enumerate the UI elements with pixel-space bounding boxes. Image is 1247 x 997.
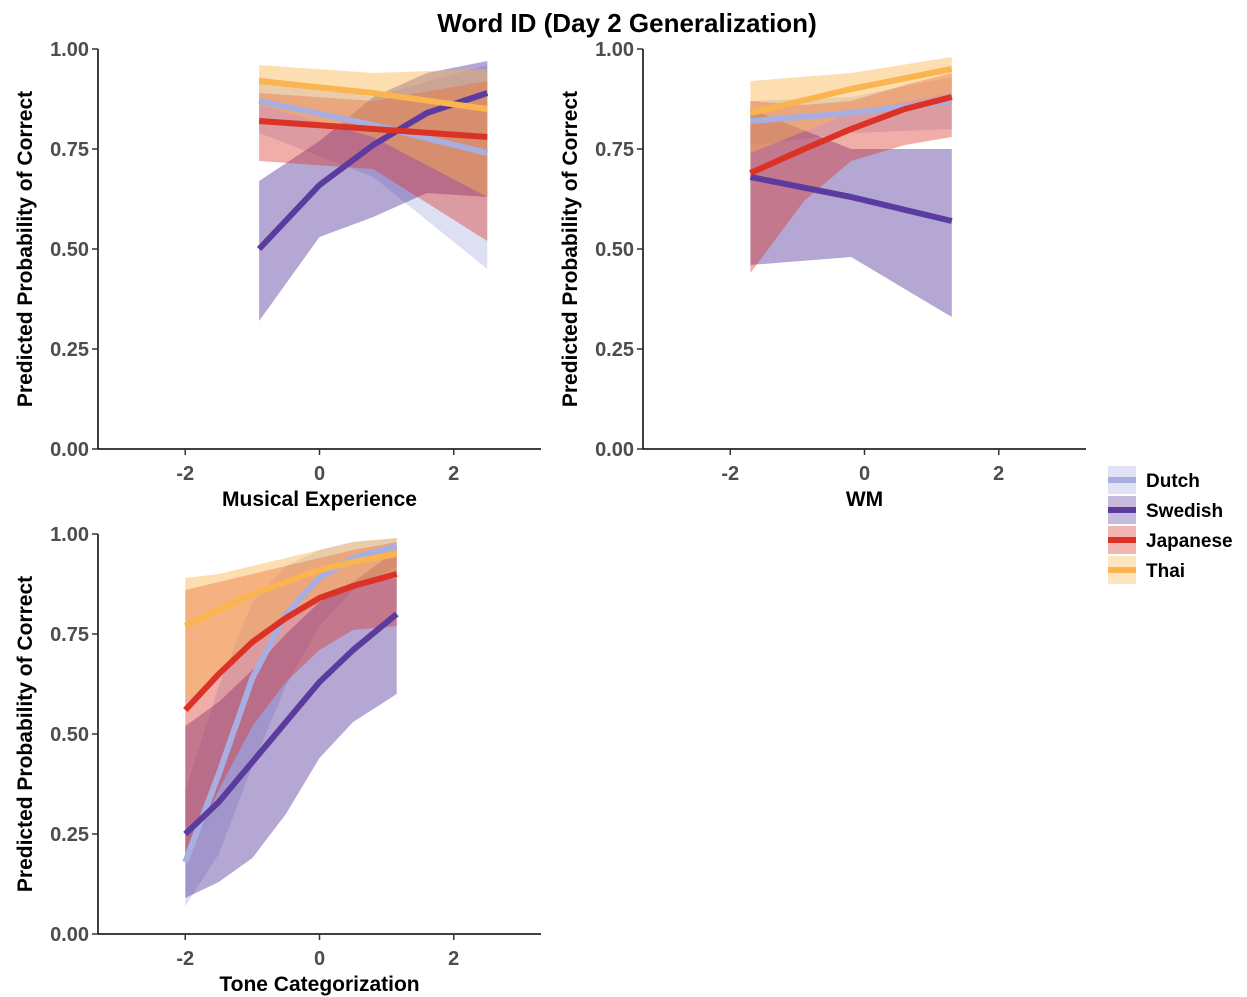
y-tick-label: 0.50 <box>595 239 634 261</box>
y-axis-title: Predicted Probability of Correct <box>14 576 37 892</box>
legend-item-swedish: Swedish <box>1108 496 1223 524</box>
y-tick-label: 0.75 <box>595 139 634 161</box>
ci-ribbon-japanese <box>750 73 952 273</box>
x-tick-label: -2 <box>176 948 194 970</box>
legend-label: Japanese <box>1146 531 1233 552</box>
legend: Dutch Swedish Japanese Thai <box>1108 466 1233 584</box>
y-tick-label: 1.00 <box>50 524 89 546</box>
y-tick-label: 0.25 <box>50 824 89 846</box>
series-line-thai <box>749 66 953 116</box>
y-axis-title: Predicted Probability of Correct <box>559 91 582 407</box>
panel-wm: 0.00 0.25 0.50 0.75 1.00 -2 0 2 WM Predicted Prob… <box>559 39 1086 511</box>
ci-ribbon-swedish <box>750 109 952 317</box>
series-line-swedish <box>749 174 953 224</box>
y-tick-label: 0.75 <box>50 139 89 161</box>
y-tick-label: 1.00 <box>595 39 634 61</box>
x-tick-label: 0 <box>314 463 325 485</box>
x-axis-title: Musical Experience <box>222 488 417 511</box>
x-tick-label: 2 <box>993 463 1004 485</box>
series-line-japanese <box>258 118 488 140</box>
legend-label: Swedish <box>1146 501 1223 522</box>
ci-ribbon-swedish <box>185 550 397 898</box>
y-tick-label: 0.75 <box>50 624 89 646</box>
x-tick-label: 2 <box>448 948 459 970</box>
legend-label: Thai <box>1146 561 1185 582</box>
panel-musical-experience: 0.00 0.25 0.50 0.75 1.00 -2 0 2 Musical Experien… <box>14 39 541 511</box>
y-tick-label: 1.00 <box>50 39 89 61</box>
y-tick-label: 0.25 <box>50 339 89 361</box>
y-axis-title: Predicted Probability of Correct <box>14 91 37 407</box>
ci-ribbon-thai <box>185 538 397 702</box>
y-tick-label: 0.50 <box>50 724 89 746</box>
x-tick-label: 0 <box>314 948 325 970</box>
x-tick-label: -2 <box>721 463 739 485</box>
panel-tone-categorization: 0.00 0.25 0.50 0.75 1.00 -2 0 2 Tone Categorizat… <box>14 524 541 996</box>
legend-item-thai: Thai <box>1108 556 1185 584</box>
x-tick-label: 0 <box>859 463 870 485</box>
ci-ribbon-japanese <box>185 542 397 858</box>
y-tick-label: 0.25 <box>595 339 634 361</box>
series-line-thai <box>184 551 398 629</box>
series-line-dutch <box>258 98 489 156</box>
ci-ribbon-japanese <box>259 81 488 241</box>
x-tick-label: -2 <box>176 463 194 485</box>
series-line-japanese <box>183 571 398 713</box>
series-line-japanese <box>749 94 953 176</box>
y-tick-label: 0.00 <box>595 439 634 461</box>
y-tick-label: 0.00 <box>50 924 89 946</box>
series-line-thai <box>258 78 488 112</box>
ci-ribbon-swedish <box>259 61 488 321</box>
series-line-swedish <box>183 611 399 837</box>
x-axis-title: WM <box>846 488 883 511</box>
y-tick-label: 0.50 <box>50 239 89 261</box>
legend-item-dutch: Dutch <box>1108 466 1200 494</box>
figure-title: Word ID (Day 2 Generalization) <box>437 8 816 38</box>
legend-item-japanese: Japanese <box>1108 526 1233 554</box>
x-axis-title: Tone Categorization <box>219 973 419 996</box>
legend-label: Dutch <box>1146 471 1200 492</box>
y-tick-label: 0.00 <box>50 439 89 461</box>
series-line-dutch <box>182 543 398 864</box>
x-tick-label: 2 <box>448 463 459 485</box>
